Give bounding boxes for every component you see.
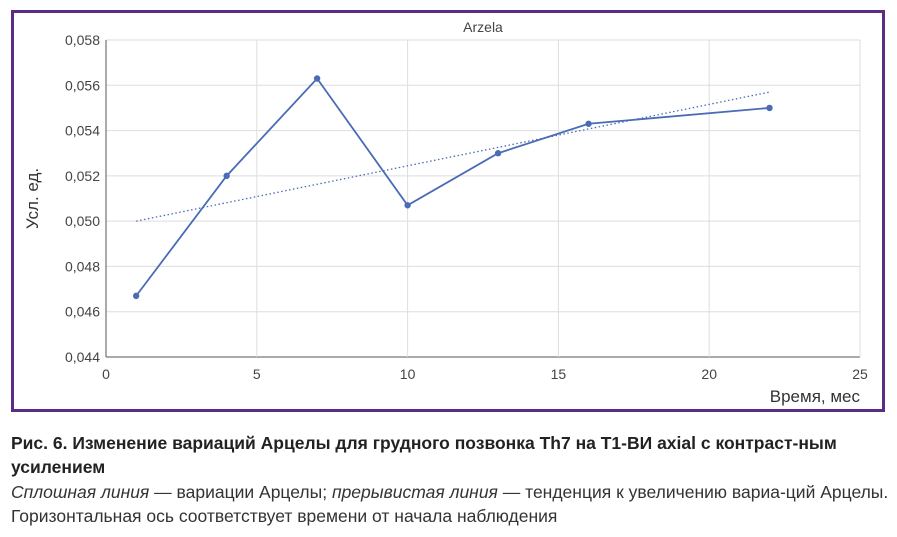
data-point xyxy=(404,202,410,208)
trend-line xyxy=(136,92,769,221)
y-tick-label: 0,050 xyxy=(65,213,100,229)
x-tick-label: 20 xyxy=(701,366,717,382)
x-tick-label: 15 xyxy=(551,366,567,382)
figure-caption-text: Сплошная линия — вариации Арцелы; прерыв… xyxy=(11,480,891,528)
x-tick-label: 10 xyxy=(400,366,416,382)
dashed-line-label: прерывистая линия xyxy=(332,482,498,502)
chart-frame: 0,044 0,046 0,048 0,050 0,052 0,054 0,056 0,058… xyxy=(11,10,885,412)
figure-caption-title: Рис. 6. Изменение вариаций Арцелы для гр… xyxy=(11,431,891,479)
y-tick-label: 0,056 xyxy=(65,77,100,93)
y-tick-label: 0,052 xyxy=(65,168,100,184)
data-point xyxy=(766,105,772,111)
solid-line-label: Сплошная линия xyxy=(11,482,149,502)
y-tick-label: 0,044 xyxy=(65,349,100,365)
line-chart: 0,044 0,046 0,048 0,050 0,052 0,054 0,056 0,058… xyxy=(14,13,882,409)
data-point xyxy=(133,293,139,299)
chart-title: Arzela xyxy=(463,19,503,35)
y-tick-label: 0,048 xyxy=(65,258,100,274)
data-point xyxy=(495,150,501,156)
data-point xyxy=(223,173,229,179)
solid-line-description: — вариации Арцелы; xyxy=(149,482,332,502)
x-axis-label: Время, мес xyxy=(770,387,861,406)
x-tick-label: 5 xyxy=(253,366,261,382)
y-tick-label: 0,054 xyxy=(65,123,100,139)
x-tick-label: 0 xyxy=(102,366,110,382)
y-tick-label: 0,058 xyxy=(65,32,100,48)
x-tick-label: 25 xyxy=(852,366,868,382)
data-point xyxy=(585,121,591,127)
y-tick-label: 0,046 xyxy=(65,304,100,320)
data-point xyxy=(314,75,320,81)
y-axis-label: Усл. ед. xyxy=(23,168,42,229)
